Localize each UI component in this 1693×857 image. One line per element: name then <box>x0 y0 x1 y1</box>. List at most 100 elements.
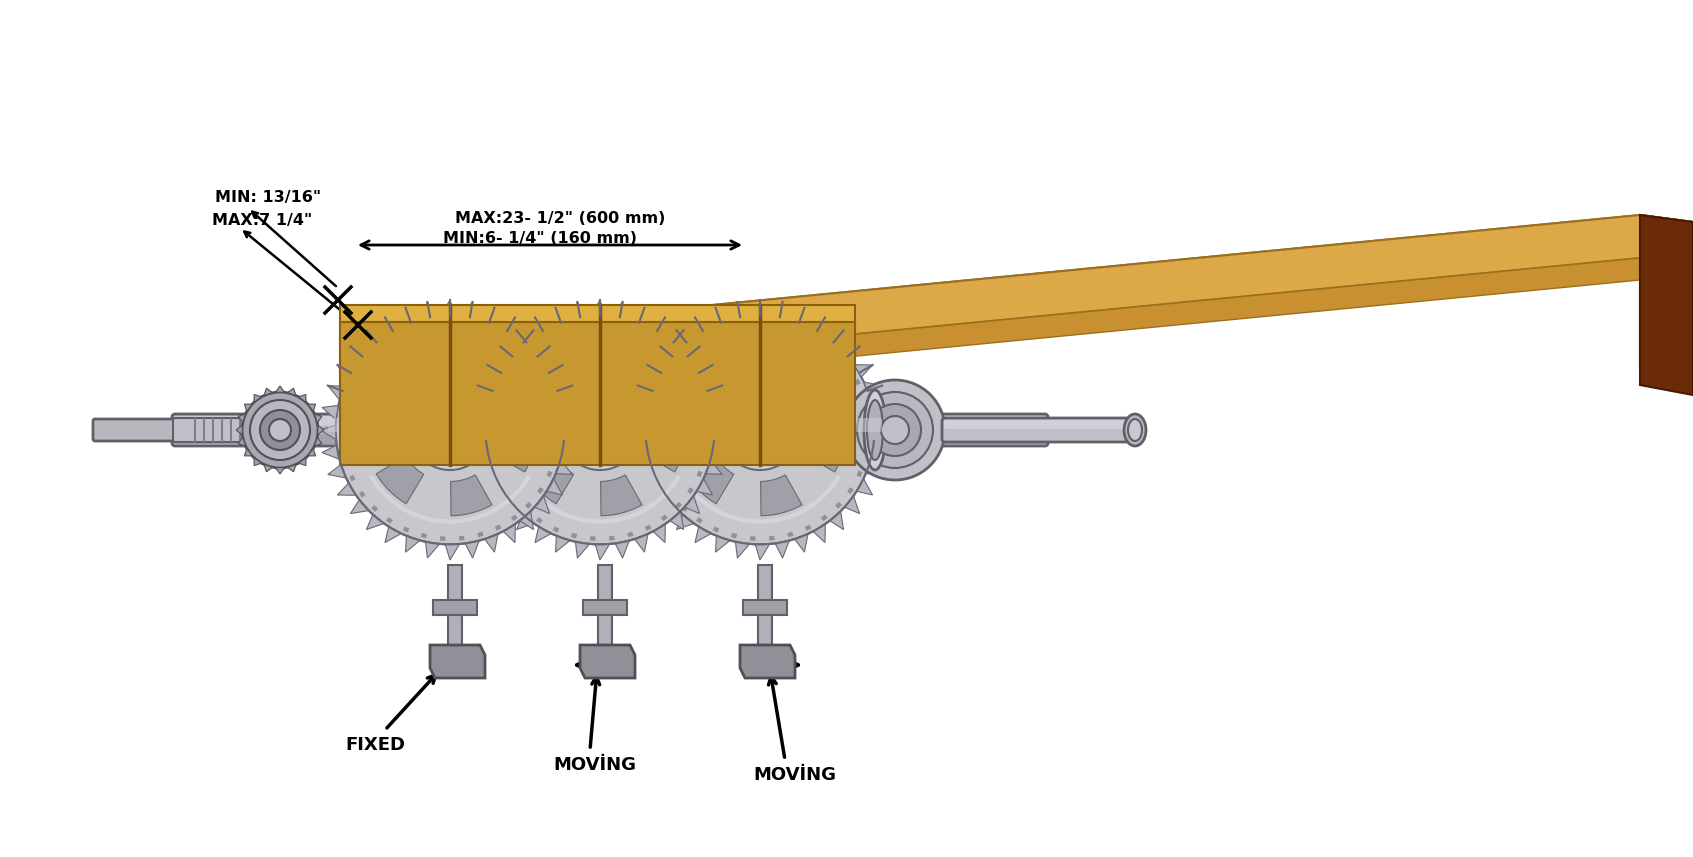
Polygon shape <box>477 531 484 537</box>
Polygon shape <box>684 496 699 513</box>
Polygon shape <box>488 365 503 381</box>
Polygon shape <box>328 386 344 400</box>
Polygon shape <box>765 319 770 324</box>
Polygon shape <box>367 351 374 358</box>
Polygon shape <box>422 533 427 538</box>
Polygon shape <box>264 464 273 472</box>
Polygon shape <box>855 379 860 386</box>
Polygon shape <box>713 526 720 532</box>
Polygon shape <box>830 511 843 530</box>
Polygon shape <box>276 468 284 474</box>
Ellipse shape <box>1124 414 1146 446</box>
Polygon shape <box>322 405 339 420</box>
FancyBboxPatch shape <box>173 418 267 442</box>
Polygon shape <box>745 320 752 324</box>
Polygon shape <box>466 541 479 558</box>
Polygon shape <box>681 346 699 360</box>
Polygon shape <box>669 491 676 498</box>
Polygon shape <box>481 308 494 324</box>
Polygon shape <box>472 321 479 327</box>
Polygon shape <box>471 425 486 440</box>
Polygon shape <box>813 524 824 542</box>
Polygon shape <box>455 215 1693 370</box>
Polygon shape <box>472 405 488 420</box>
Polygon shape <box>491 327 498 333</box>
Polygon shape <box>340 322 855 465</box>
Polygon shape <box>359 491 366 498</box>
Polygon shape <box>440 300 455 316</box>
Polygon shape <box>696 470 703 477</box>
Polygon shape <box>235 425 242 434</box>
Polygon shape <box>356 366 362 373</box>
Polygon shape <box>276 386 284 393</box>
Polygon shape <box>371 505 378 512</box>
Polygon shape <box>386 517 393 524</box>
Polygon shape <box>638 386 653 400</box>
Polygon shape <box>515 388 555 429</box>
Polygon shape <box>706 416 711 421</box>
Polygon shape <box>684 363 691 369</box>
Polygon shape <box>760 475 802 516</box>
Polygon shape <box>501 500 518 513</box>
Polygon shape <box>537 517 543 524</box>
Polygon shape <box>406 536 420 552</box>
Polygon shape <box>401 308 415 327</box>
Polygon shape <box>635 534 648 552</box>
Polygon shape <box>459 536 464 541</box>
Polygon shape <box>455 258 1641 395</box>
Polygon shape <box>672 348 679 355</box>
Polygon shape <box>476 357 523 404</box>
Polygon shape <box>667 366 672 373</box>
Text: MIN:6- 1/4" (160 mm): MIN:6- 1/4" (160 mm) <box>444 231 637 245</box>
Polygon shape <box>696 526 711 542</box>
Polygon shape <box>862 397 867 403</box>
Polygon shape <box>322 445 339 459</box>
Polygon shape <box>516 514 533 530</box>
Polygon shape <box>518 351 525 358</box>
Polygon shape <box>510 491 516 498</box>
Polygon shape <box>794 534 808 552</box>
Polygon shape <box>845 496 860 513</box>
Polygon shape <box>676 502 682 509</box>
Polygon shape <box>384 526 401 542</box>
Polygon shape <box>364 388 405 429</box>
Polygon shape <box>652 401 657 407</box>
Polygon shape <box>408 345 449 385</box>
Circle shape <box>576 405 625 455</box>
Polygon shape <box>349 475 356 482</box>
Polygon shape <box>560 401 577 415</box>
Polygon shape <box>455 270 1641 390</box>
Polygon shape <box>711 440 728 454</box>
Polygon shape <box>445 322 454 460</box>
Polygon shape <box>804 524 811 530</box>
Polygon shape <box>520 511 533 530</box>
Polygon shape <box>872 440 889 454</box>
Circle shape <box>486 315 714 544</box>
Circle shape <box>261 410 300 450</box>
Polygon shape <box>750 300 765 316</box>
Polygon shape <box>586 320 591 324</box>
Polygon shape <box>521 505 528 512</box>
Polygon shape <box>740 645 796 678</box>
Polygon shape <box>626 531 633 537</box>
Polygon shape <box>674 388 714 429</box>
Text: MAX:23- 1/2" (600 mm): MAX:23- 1/2" (600 mm) <box>455 211 665 225</box>
Polygon shape <box>308 405 315 411</box>
Polygon shape <box>383 339 389 345</box>
Polygon shape <box>549 329 555 336</box>
Polygon shape <box>347 383 354 389</box>
Polygon shape <box>450 475 493 516</box>
Polygon shape <box>384 317 396 336</box>
Polygon shape <box>425 542 440 558</box>
Polygon shape <box>694 365 713 377</box>
Polygon shape <box>244 405 252 411</box>
Polygon shape <box>743 600 787 615</box>
Polygon shape <box>449 565 462 648</box>
Polygon shape <box>686 456 733 504</box>
Polygon shape <box>640 327 647 333</box>
Polygon shape <box>659 475 665 482</box>
Circle shape <box>425 405 476 455</box>
Text: MIN: 13/16": MIN: 13/16" <box>215 189 322 205</box>
Polygon shape <box>677 514 694 530</box>
Polygon shape <box>498 383 503 389</box>
